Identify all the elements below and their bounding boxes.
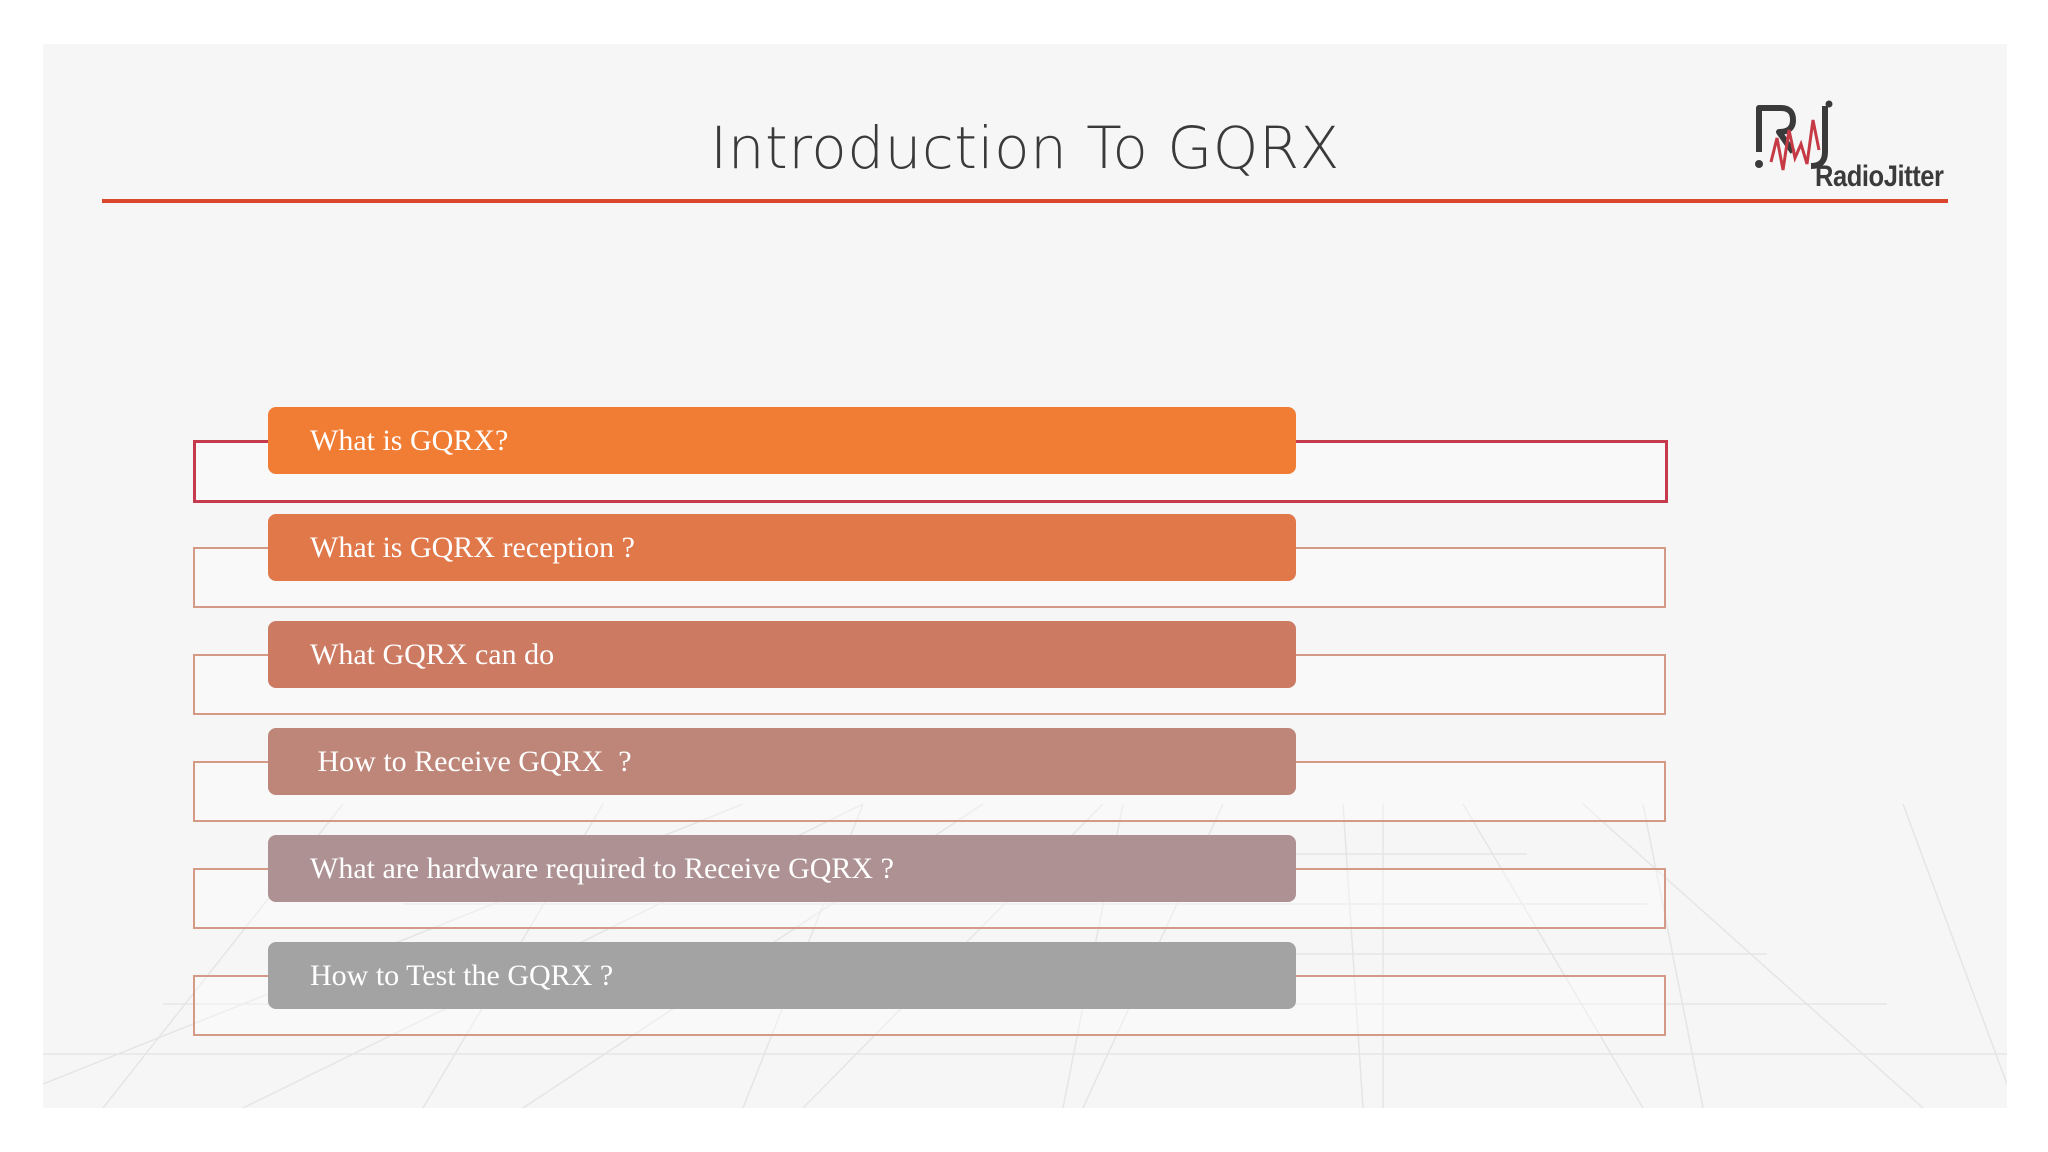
logo-wordmark: RadioJitter: [1815, 160, 1944, 193]
agenda-item[interactable]: What is GQRX reception ?: [193, 514, 1666, 608]
agenda-item[interactable]: How to Test the GQRX ?: [193, 942, 1666, 1036]
agenda-item-what-gqrx-can-do[interactable]: What GQRX can do: [268, 621, 1296, 688]
agenda-item[interactable]: What are hardware required to Receive GQ…: [193, 835, 1666, 929]
slide: Introduction To GQRX RadioJitter What is…: [43, 44, 2007, 1108]
slide-title: Introduction To GQRX: [710, 114, 1340, 182]
agenda-item-what-is-gqrx[interactable]: What is GQRX?: [268, 407, 1296, 474]
title-divider: [102, 199, 1948, 203]
agenda-item-how-to-receive[interactable]: How to Receive GQRX ?: [268, 728, 1296, 795]
agenda-item-gqrx-reception[interactable]: What is GQRX reception ?: [268, 514, 1296, 581]
agenda-item-hardware-required[interactable]: What are hardware required to Receive GQ…: [268, 835, 1296, 902]
agenda-item-how-to-test[interactable]: How to Test the GQRX ?: [268, 942, 1296, 1009]
radiojitter-logo: RadioJitter: [1753, 100, 1963, 200]
radiojitter-logo-icon: [1755, 100, 1833, 171]
agenda-item[interactable]: How to Receive GQRX ?: [193, 728, 1666, 822]
agenda-item[interactable]: What is GQRX?: [193, 407, 1668, 503]
agenda-item[interactable]: What GQRX can do: [193, 621, 1666, 715]
